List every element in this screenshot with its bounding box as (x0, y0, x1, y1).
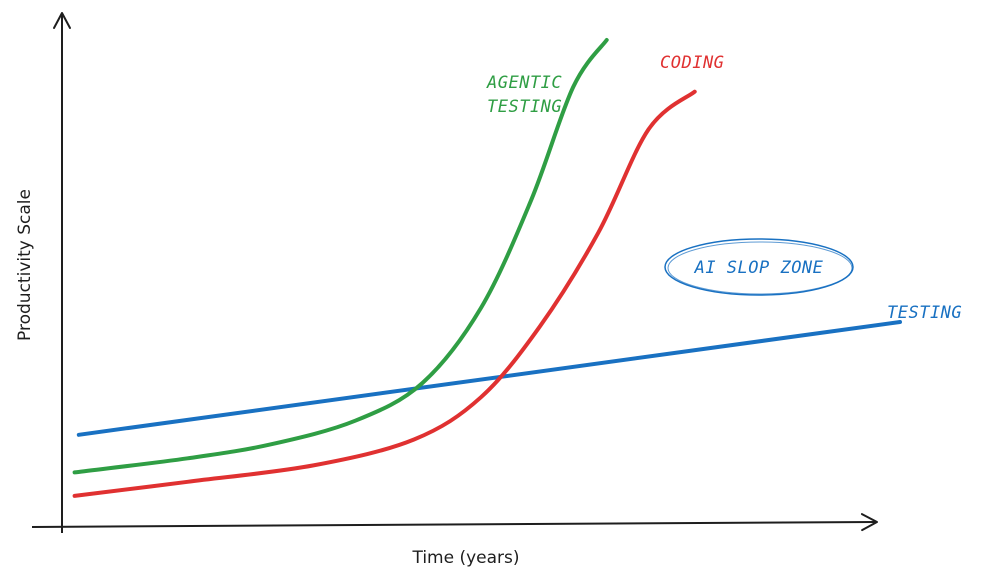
annotation-ai-slop-zone: AI SLOP ZONE (664, 238, 854, 296)
y-axis-title: Productivity Scale (15, 189, 35, 341)
series-label-coding: CODING (660, 53, 724, 73)
x-axis (31, 513, 878, 532)
series-label-agentic-testing-line-2: TESTING (487, 97, 562, 117)
series-label-testing: TESTING (887, 303, 962, 323)
annotation-ellipse-sketch (667, 241, 853, 295)
series-line-agentic-testing (72, 38, 609, 475)
series-layer (72, 38, 902, 498)
series-line-coding (72, 89, 697, 498)
x-axis-title: Time (years) (411, 548, 519, 568)
annotation-ellipse (664, 238, 854, 296)
series-line-testing (76, 320, 902, 437)
label-layer: TESTING AGENTIC TESTING CODING (486, 53, 962, 323)
annotation-text: AI SLOP ZONE (694, 258, 824, 278)
series-label-agentic-testing-line-1: AGENTIC (486, 73, 562, 93)
